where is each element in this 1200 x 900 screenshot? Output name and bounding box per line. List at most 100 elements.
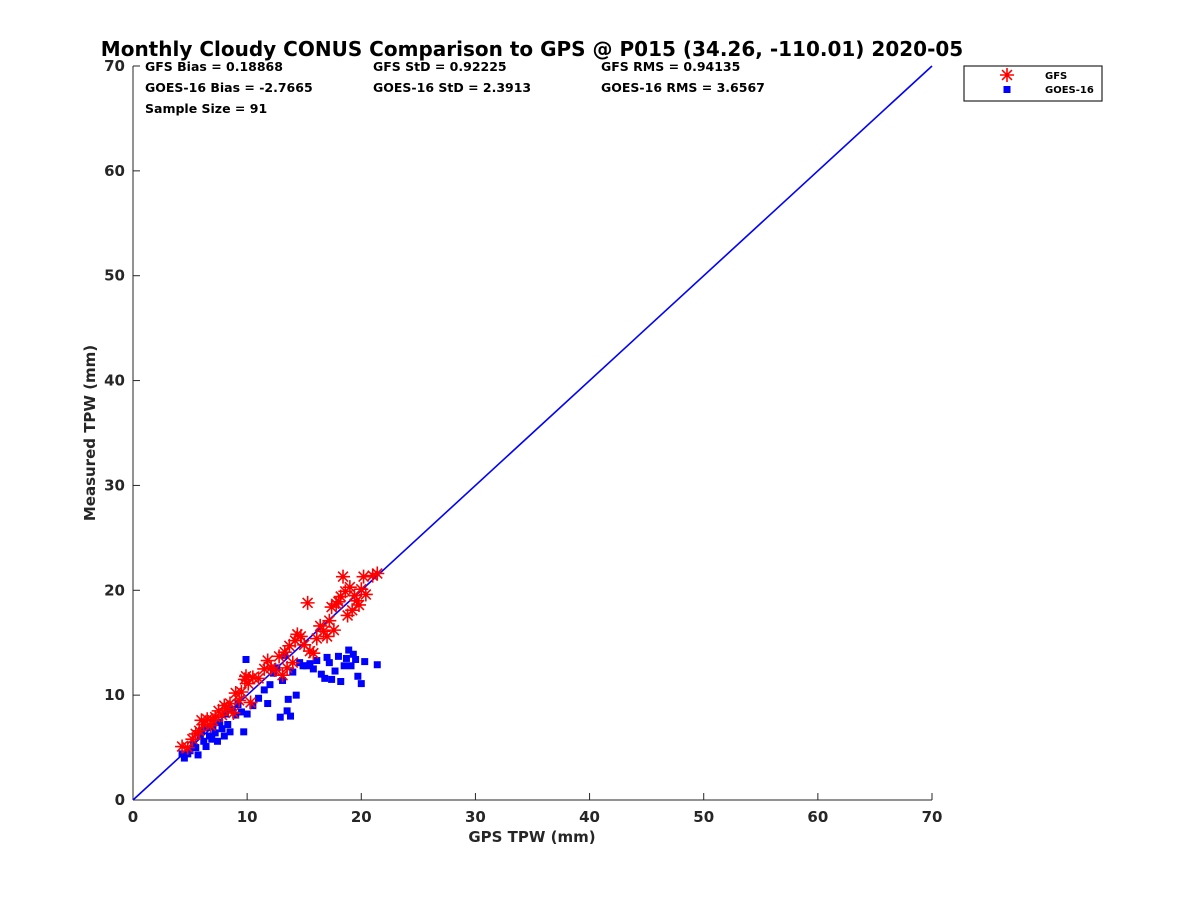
gfs-point [245,670,260,685]
gfs-point [297,637,312,652]
gfs-point [228,686,243,701]
gfs-point [280,660,295,675]
goes16-point [178,750,186,758]
gfs-point [219,701,234,716]
chart-title: Monthly Cloudy CONUS Comparison to GPS @… [101,37,963,61]
goes16-point [289,668,297,676]
gfs-point [194,713,209,728]
goes16-point [228,706,236,714]
gfs-point [347,588,362,603]
gfs-point [365,568,380,583]
goes16-point [196,731,204,739]
goes16-point [255,694,263,702]
gfs-point [208,710,223,725]
x-axis-label: GPS TPW (mm) [468,828,595,846]
gfs-point [257,661,272,676]
x-tick-label: 30 [465,808,486,826]
gfs-point [370,566,385,581]
goes16-point [194,751,202,759]
gfs-point [192,723,207,738]
gfs-point [352,597,367,612]
gfs-point [320,629,335,644]
goes16-point [202,743,210,751]
gfs-point [349,593,364,608]
legend-label-goes16: GOES-16 [1045,85,1094,96]
x-axis-ticks: 0 10 20 30 40 50 60 70 [128,793,943,826]
goes16-point [243,710,251,718]
y-tick-label: 10 [104,686,125,704]
gfs-point [306,646,321,661]
one-to-one-reference-line [132,65,933,801]
gfs-point [342,580,357,595]
goes16-point [287,712,295,720]
gfs-point [196,717,211,732]
series-goes16 [178,646,381,762]
y-tick-label: 70 [104,57,125,75]
series-gfs [175,566,385,755]
goes16-point [317,670,325,678]
goes16-point [306,660,314,668]
goes16-point [269,669,277,677]
goes16-point [313,657,321,665]
goes16-point [218,725,226,733]
legend-label-gfs: GFS [1045,71,1067,82]
y-axis-ticks: 0 10 20 30 40 50 60 70 [104,57,140,809]
goes16-point [331,667,339,675]
gfs-point [290,627,305,642]
x-tick-label: 70 [922,808,943,826]
goes16-point [357,680,365,688]
gfs-point [267,662,282,677]
gfs-point [260,653,275,668]
goes16-point [224,721,232,729]
y-tick-label: 40 [104,372,125,390]
goes16-point [213,737,221,745]
goes16-point [323,653,331,661]
gfs-point [313,618,328,633]
gfs-point [251,671,266,686]
gfs-point [223,696,238,711]
stat-goes-std: GOES-16 StD = 2.3913 [373,80,531,95]
gfs-point [309,631,324,646]
gfs-point [326,623,341,638]
x-tick-label: 0 [128,808,138,826]
goes16-point [352,655,360,663]
goes16-point [283,707,291,715]
gfs-point [203,718,218,733]
goes16-point [276,713,284,721]
y-tick-label: 0 [115,791,125,809]
goes16-point [240,728,248,736]
y-tick-label: 20 [104,581,125,599]
gfs-point [275,668,290,683]
gfs-point [302,644,317,659]
goes16-point [337,678,345,686]
stat-gfs-bias: GFS Bias = 0.18868 [145,59,283,74]
gfs-point [277,645,292,660]
goes16-point [260,686,268,694]
goes16-point [234,701,242,709]
gfs-point [282,638,297,653]
goes16-point [361,658,369,666]
gfs-point [358,587,373,602]
y-tick-label: 50 [104,267,125,285]
x-tick-label: 20 [351,808,372,826]
x-tick-label: 10 [237,808,258,826]
goes16-point [226,728,234,736]
goes16-point [264,700,272,708]
goes16-point [237,708,245,716]
gfs-point [285,655,300,670]
gfs-point [243,695,258,710]
goes16-point [242,655,250,663]
x-tick-label: 40 [579,808,600,826]
goes16-point [220,732,228,740]
stat-gfs-rms: GFS RMS = 0.94135 [601,59,740,74]
goes16-point [192,744,200,752]
gfs-point [180,740,195,755]
gfs-point [356,569,371,584]
gfs-point [226,705,241,720]
goes16-point [342,654,350,662]
gfs-point [234,684,249,699]
gfs-point [331,594,346,609]
goes16-point [373,661,381,669]
goes16-point [321,674,329,682]
